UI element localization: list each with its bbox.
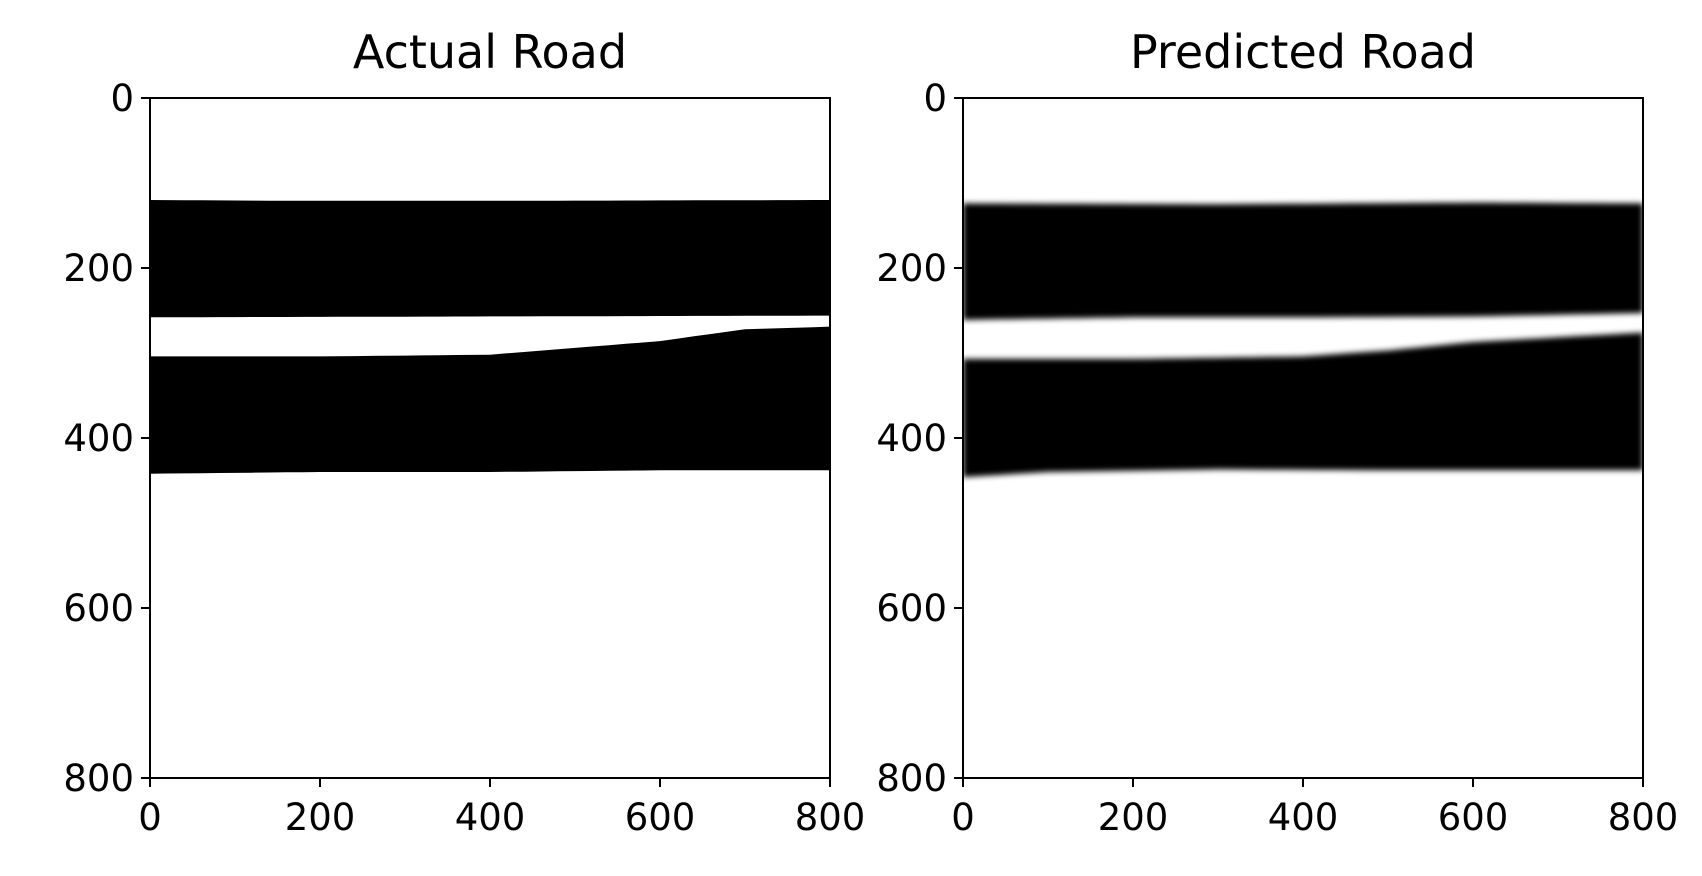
predicted-x-tick-label: 200 xyxy=(1098,796,1169,839)
predicted-y-tick-label: 400 xyxy=(876,417,947,460)
predicted-y-tick-label: 600 xyxy=(876,587,947,630)
predicted-road-mask xyxy=(963,202,1643,478)
predicted-x-tick-label: 0 xyxy=(951,796,975,839)
predicted-y-tick-label: 800 xyxy=(876,757,947,800)
actual-y-tick-label: 800 xyxy=(63,757,134,800)
actual-x-tick-label: 800 xyxy=(795,796,866,839)
actual-x-tick-label: 400 xyxy=(455,796,526,839)
actual-road-band-1 xyxy=(150,200,830,318)
predicted-y-tick-label: 0 xyxy=(923,77,947,120)
actual-y-tick-label: 0 xyxy=(110,77,134,120)
predicted-road-band-1 xyxy=(963,202,1643,320)
actual-x-tick-label: 200 xyxy=(285,796,356,839)
actual-y-tick-label: 200 xyxy=(63,247,134,290)
actual-road-mask xyxy=(150,200,830,474)
actual-title: Actual Road xyxy=(353,25,627,79)
predicted-x-tick-label: 600 xyxy=(1438,796,1509,839)
actual-road-band-2 xyxy=(150,326,830,474)
actual-x-tick-label: 600 xyxy=(625,796,696,839)
actual-y-tick-label: 600 xyxy=(63,587,134,630)
predicted-y-tick-label: 200 xyxy=(876,247,947,290)
actual-x-tick-label: 0 xyxy=(138,796,162,839)
predicted-x-tick-label: 800 xyxy=(1608,796,1679,839)
actual-y-tick-label: 400 xyxy=(63,417,134,460)
predicted-road-band-2 xyxy=(963,332,1643,478)
predicted-x-tick-label: 400 xyxy=(1268,796,1339,839)
predicted-title: Predicted Road xyxy=(1130,25,1476,79)
